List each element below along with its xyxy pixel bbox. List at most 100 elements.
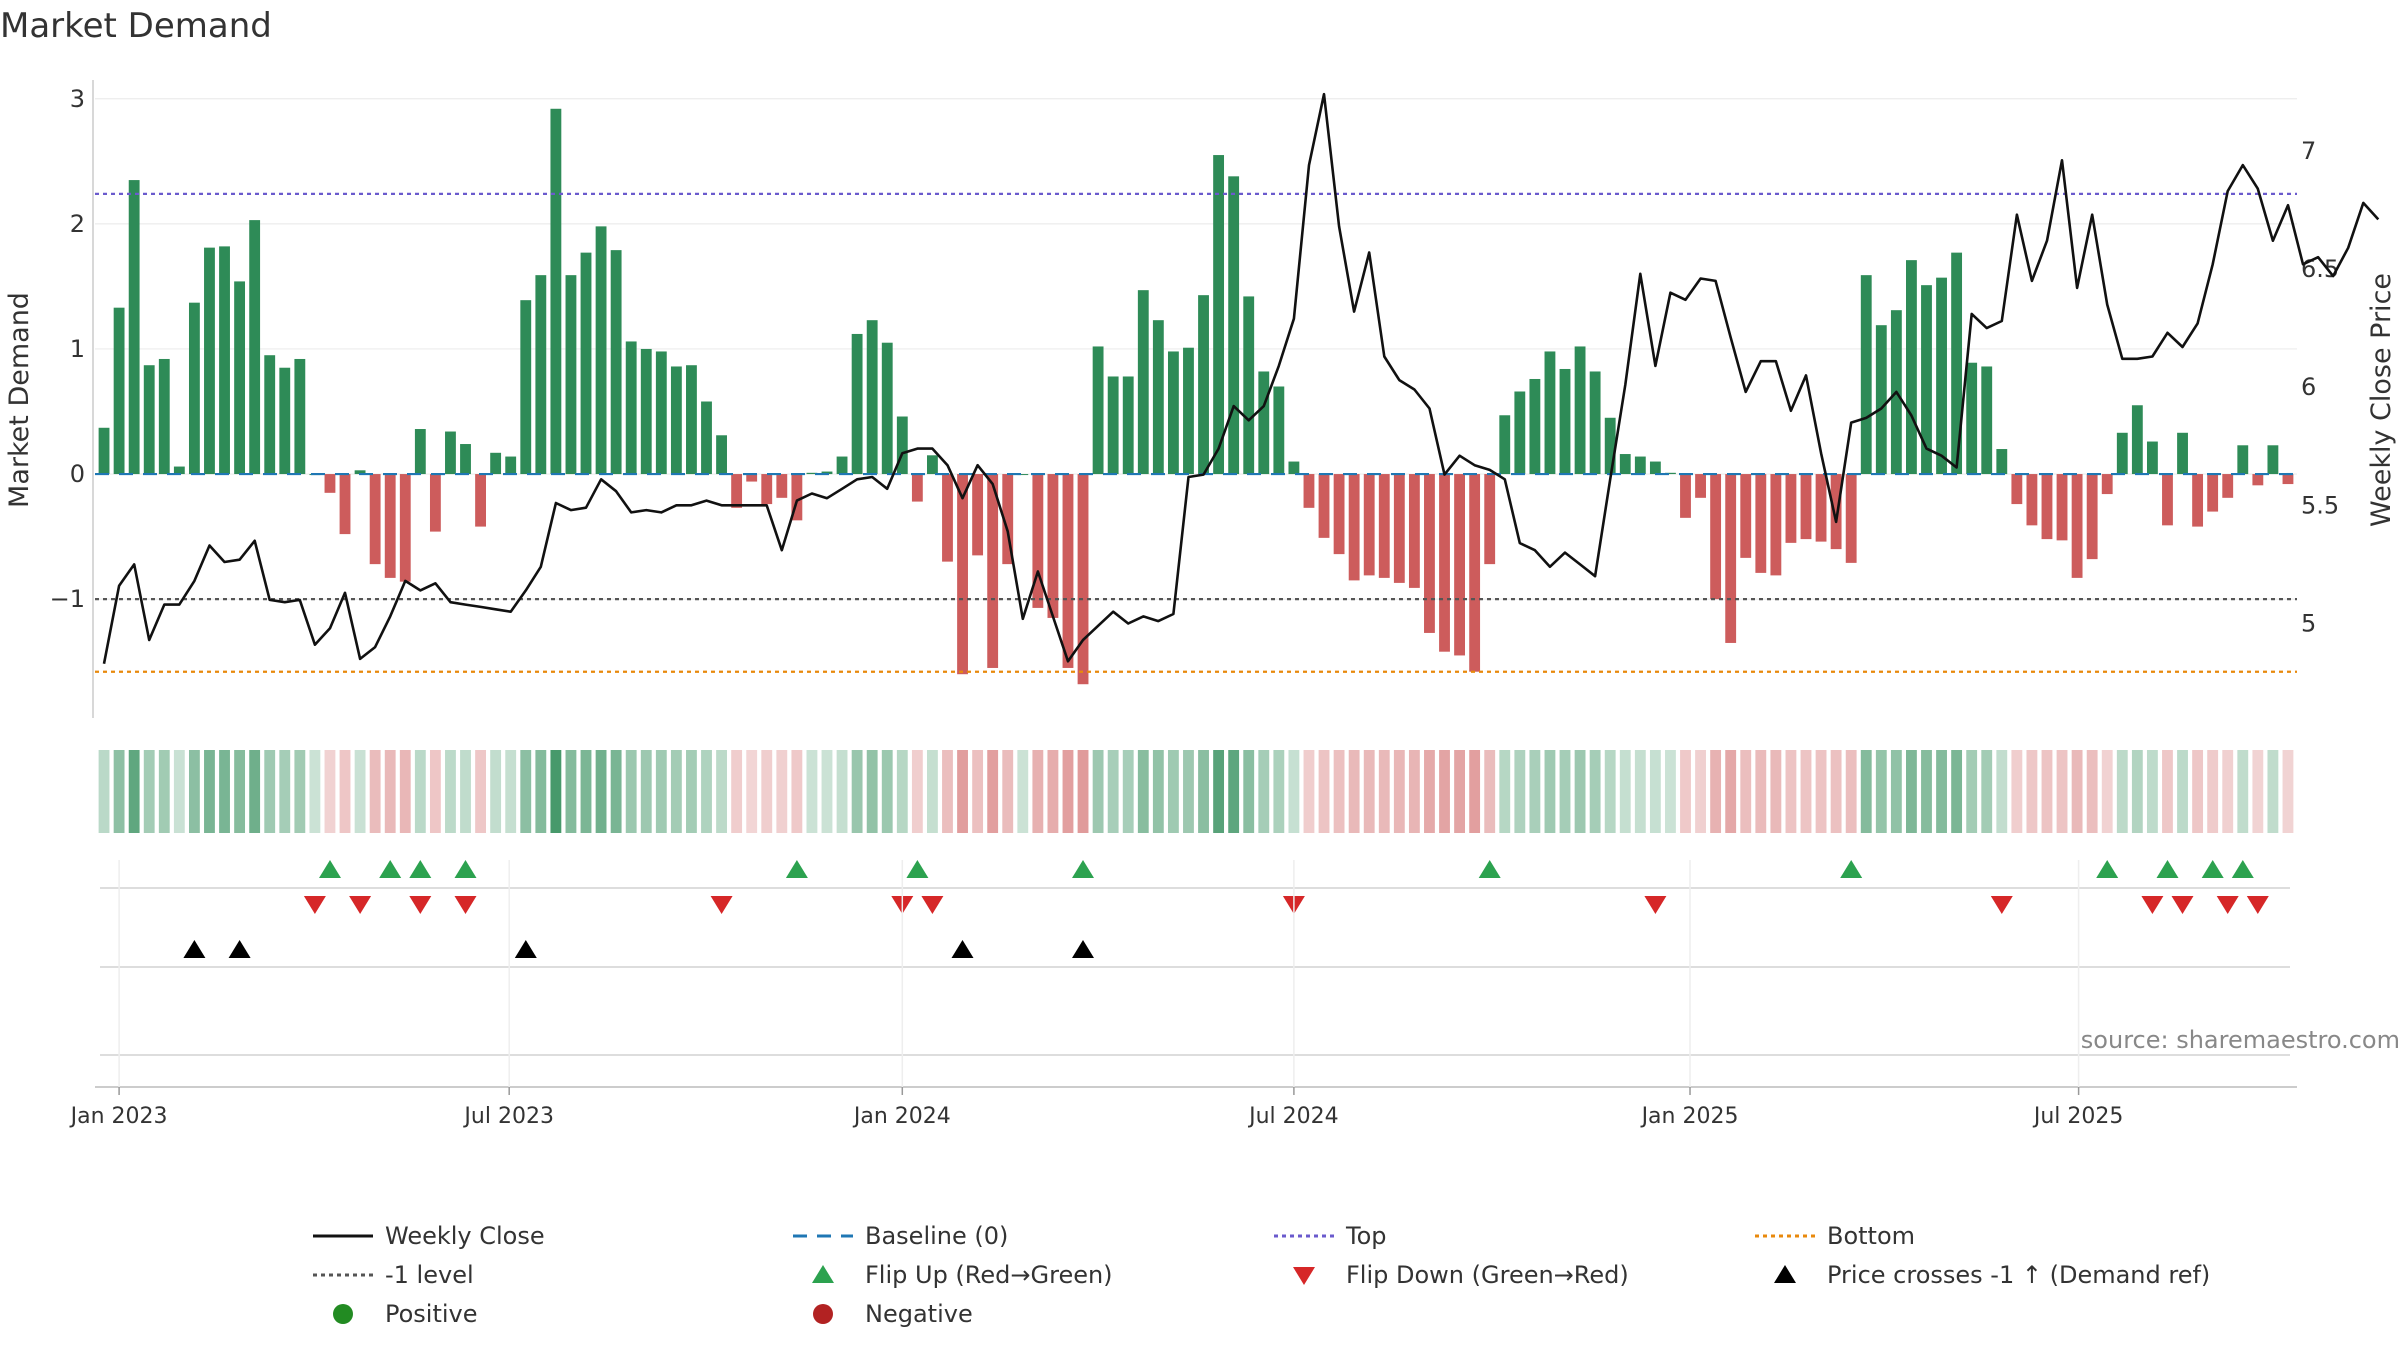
flip-up-marker [2201, 860, 2224, 878]
heat-cell [1574, 750, 1586, 833]
demand-bar [716, 435, 727, 475]
demand-bar [1740, 474, 1752, 558]
demand-bar [791, 474, 803, 521]
flip-up-marker [1072, 860, 1094, 878]
heat-cell [128, 750, 140, 833]
demand-bar [128, 180, 140, 475]
heat-cell [2071, 750, 2083, 833]
demand-bar [1243, 296, 1255, 475]
heat-cell [414, 750, 426, 833]
legend-swatch [813, 1304, 833, 1324]
demand-bar [1710, 474, 1722, 600]
legend: Weekly Close Baseline (0) Top Bottom -1 leve… [313, 1222, 2210, 1328]
legend-swatch [812, 1265, 834, 1283]
heat-cell [2011, 750, 2023, 833]
demand-bar [1183, 347, 1194, 475]
demand-bar [158, 358, 170, 475]
heat-cell [1499, 750, 1511, 833]
heat-cell [1047, 750, 1059, 833]
price-cross-marker [228, 940, 251, 958]
heat-cell [550, 750, 562, 833]
demand-bar [1439, 474, 1450, 652]
demand-bar [1378, 474, 1390, 578]
flip-up-marker [2156, 860, 2179, 878]
demand-bar [836, 456, 848, 475]
y-tick-label-right: 5.5 [2301, 491, 2339, 519]
heat-cell [746, 750, 758, 833]
heat-cell [264, 750, 276, 833]
heat-cell [896, 750, 908, 833]
flip-down-marker [710, 896, 733, 914]
heat-cell [1032, 750, 1044, 833]
demand-bar [686, 365, 697, 475]
price-cross-marker [183, 940, 206, 958]
demand-bar [279, 367, 291, 475]
legend-item: Negative [813, 1300, 973, 1328]
legend-item: -1 level [313, 1261, 474, 1289]
demand-bar [445, 431, 456, 475]
demand-bar [143, 365, 155, 475]
heat-cell [2267, 750, 2279, 833]
demand-bar [2267, 445, 2279, 475]
flip-up-marker [319, 860, 341, 878]
heat-cell [1318, 750, 1330, 833]
heat-cell [1183, 750, 1194, 833]
heat-cell [776, 750, 788, 833]
demand-bar [1167, 351, 1179, 475]
heat-cell [821, 750, 833, 833]
demand-bar [429, 474, 441, 532]
flip-down-marker [1990, 896, 2013, 914]
heat-cell [1710, 750, 1722, 833]
demand-bar [1469, 474, 1481, 672]
demand-bar [1725, 474, 1737, 643]
demand-bar [1258, 371, 1270, 475]
demand-bar [2237, 445, 2249, 475]
heat-cell [1981, 750, 1993, 833]
flip-down-marker [2216, 896, 2239, 914]
heat-cell [1408, 750, 1420, 833]
heat-cell [2041, 750, 2053, 833]
heat-cell [1288, 750, 1300, 833]
heat-cell [1213, 750, 1225, 833]
heat-cell [1649, 750, 1661, 833]
heat-cell [655, 750, 667, 833]
legend-label: Negative [865, 1300, 973, 1328]
heat-cell [1228, 750, 1240, 833]
heat-cell [188, 750, 200, 833]
demand-bar [1122, 376, 1134, 475]
heat-cell [113, 750, 125, 833]
legend-item: Positive [333, 1300, 478, 1328]
demand-bar [1936, 277, 1947, 475]
demand-bar [505, 456, 517, 475]
heat-cell [309, 750, 321, 833]
heat-cell [1017, 750, 1029, 833]
heat-cell [1092, 750, 1104, 833]
x-tick-label: Jul 2023 [462, 1104, 554, 1129]
demand-bar [1288, 461, 1300, 475]
y-tick-label-left: 1 [70, 335, 85, 363]
demand-bar [535, 275, 547, 475]
demand-bar [610, 250, 622, 475]
demand-bar [188, 302, 200, 475]
heat-cell [1770, 750, 1782, 833]
demand-bar [1348, 474, 1360, 581]
heat-cell [761, 750, 773, 833]
heat-cell [1680, 750, 1691, 833]
demand-bar [1002, 474, 1014, 565]
x-tick-label: Jul 2025 [2032, 1104, 2124, 1129]
demand-bar [2026, 474, 2038, 526]
heat-cell [686, 750, 697, 833]
demand-bar [1198, 295, 1209, 475]
demand-bar [1906, 260, 1917, 475]
heat-cell [1544, 750, 1556, 833]
demand-bar [851, 333, 863, 475]
heat-cell [866, 750, 878, 833]
demand-bar [399, 474, 411, 582]
demand-bar [746, 474, 758, 482]
heat-cell [1906, 750, 1917, 833]
heat-cell [1514, 750, 1526, 833]
legend-label: Baseline (0) [865, 1222, 1008, 1250]
heat-cell [851, 750, 863, 833]
demand-bar [1107, 376, 1119, 475]
legend-label: -1 level [385, 1261, 474, 1289]
